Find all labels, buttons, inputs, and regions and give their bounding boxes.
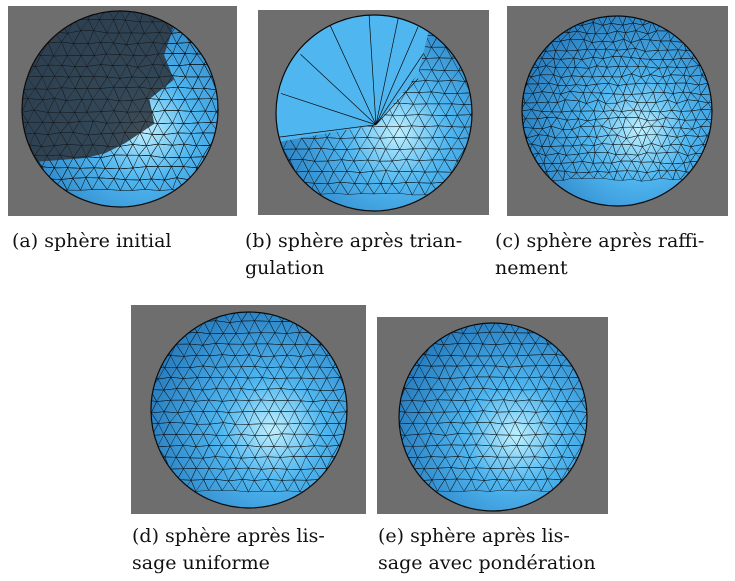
caption-d: (d) sphère après lis- sage uniforme xyxy=(132,523,376,577)
sphere-render-d xyxy=(150,311,348,509)
sphere-body xyxy=(151,312,347,508)
caption-e-line2: sage avec pondération xyxy=(378,552,596,574)
caption-e-line1: sphère après lis- xyxy=(410,525,570,547)
mesh-hole xyxy=(22,11,179,163)
caption-c-line1: sphère après raffi- xyxy=(526,230,705,252)
sphere-render-a xyxy=(21,10,219,208)
sphere-image-triangulated xyxy=(258,10,489,215)
sphere-outline xyxy=(21,10,219,208)
sphere-outline xyxy=(521,15,713,207)
sphere-image-initial xyxy=(8,6,237,216)
sphere-image-refined xyxy=(507,6,728,216)
sphere-render-b xyxy=(275,14,473,212)
caption-b-line1: sphère après trian- xyxy=(278,230,463,252)
caption-d-label: (d) xyxy=(132,525,159,547)
sphere-outline xyxy=(275,14,473,212)
caption-d-line2: sage uniforme xyxy=(132,552,270,574)
sphere-outline xyxy=(150,311,348,509)
fan-edges xyxy=(276,15,424,138)
caption-b: (b) sphère après trian- gulation xyxy=(245,228,495,282)
caption-a: (a) sphère initial xyxy=(12,228,240,255)
caption-a-text: sphère initial xyxy=(44,230,172,252)
caption-e: (e) sphère après lis- sage avec pondérat… xyxy=(378,523,614,577)
caption-d-line1: sphère après lis- xyxy=(165,525,325,547)
caption-c-line2: nement xyxy=(495,257,568,279)
sphere-render-e xyxy=(398,322,588,512)
caption-c-label: (c) xyxy=(495,230,521,252)
caption-b-line2: gulation xyxy=(245,257,325,279)
caption-b-label: (b) xyxy=(245,230,272,252)
sphere-image-weighted xyxy=(377,317,608,514)
caption-e-label: (e) xyxy=(378,525,405,547)
caption-c: (c) sphère après raffi- nement xyxy=(495,228,727,282)
sphere-image-smoothed xyxy=(131,305,366,514)
sphere-outline xyxy=(398,322,588,512)
sphere-render-c xyxy=(521,15,713,207)
caption-a-label: (a) xyxy=(12,230,39,252)
